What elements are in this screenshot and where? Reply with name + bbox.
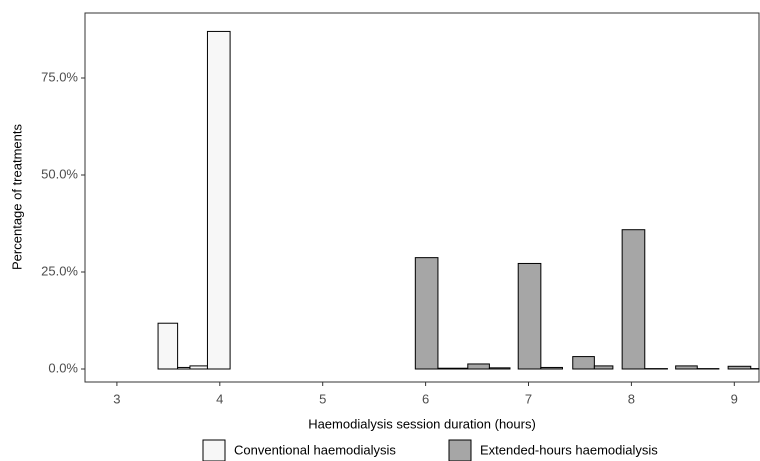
y-axis-label: Percentage of treatments [9, 124, 24, 270]
y-tick-label: 0.0% [48, 360, 78, 375]
x-tick-label: 4 [216, 391, 223, 406]
y-tick-label: 25.0% [41, 263, 78, 278]
bar [540, 366, 563, 370]
plot-border [84, 12, 760, 383]
bar [593, 365, 614, 370]
bar [621, 229, 646, 370]
bar [437, 367, 469, 370]
bar [488, 367, 511, 370]
legend-label: Conventional haemodialysis [234, 442, 396, 457]
bar [206, 30, 231, 370]
bar [727, 365, 752, 370]
bar [177, 366, 191, 370]
bar [157, 322, 179, 370]
bar [467, 363, 490, 370]
bar [414, 257, 439, 370]
bar [517, 262, 542, 370]
bar [675, 365, 698, 370]
y-tick-label: 50.0% [41, 166, 78, 181]
x-tick-label: 8 [628, 391, 635, 406]
x-axis-label: Haemodialysis session duration (hours) [308, 416, 536, 431]
legend-swatch [202, 439, 226, 461]
x-tick-label: 5 [319, 391, 326, 406]
x-tick-label: 3 [113, 391, 120, 406]
x-tick-label: 6 [422, 391, 429, 406]
x-tick-label: 7 [525, 391, 532, 406]
bar [189, 365, 208, 370]
y-tick-label: 75.0% [41, 69, 78, 84]
bar [572, 356, 595, 370]
legend-swatch [448, 439, 472, 461]
legend-label: Extended-hours haemodialysis [480, 442, 658, 457]
x-tick-label: 9 [731, 391, 738, 406]
